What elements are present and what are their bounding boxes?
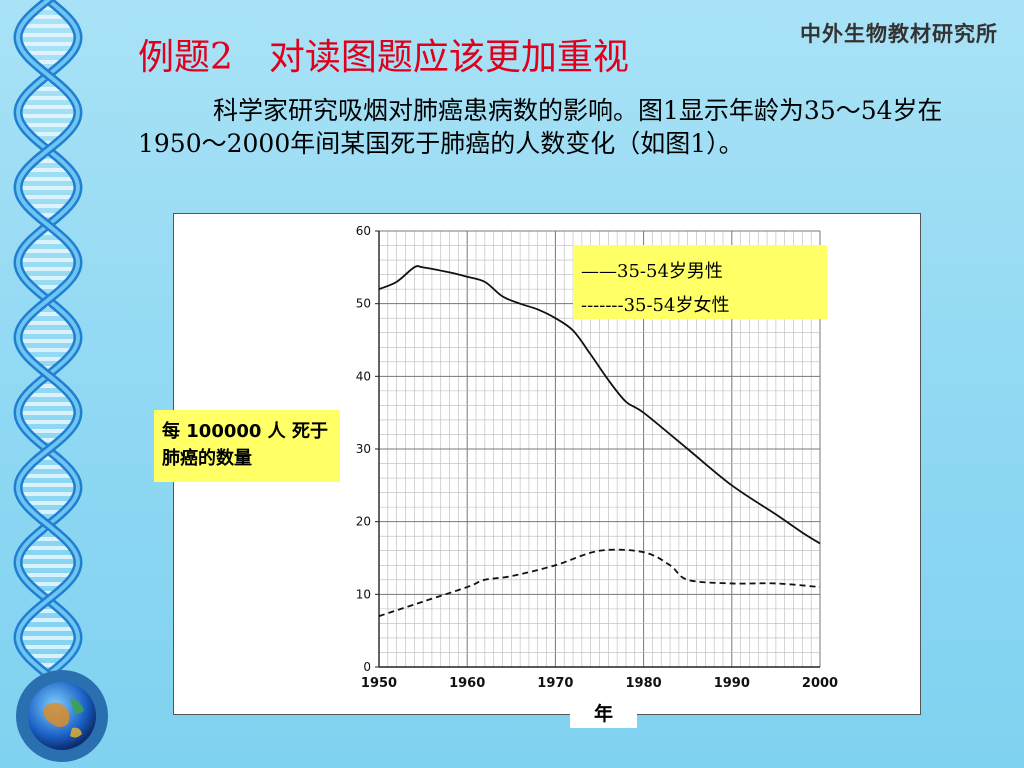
legend: ——35-54岁男性 -------35-54岁女性: [573, 245, 827, 319]
x-tick-label: 1980: [626, 676, 662, 691]
globe-logo-icon: [16, 670, 108, 762]
series-line-male: [378, 265, 821, 545]
y-tick-label: 30: [356, 442, 371, 456]
y-tick-label: 0: [363, 660, 371, 674]
y-tick-label: 20: [356, 515, 371, 529]
legend-item-male: ——35-54岁男性: [581, 261, 723, 282]
x-axis-label: 年: [570, 701, 637, 728]
legend-item-female: -------35-54岁女性: [581, 295, 730, 316]
x-tick-label: 1970: [537, 676, 573, 691]
series-line-female: [378, 548, 821, 617]
x-tick-label: 2000: [802, 676, 838, 691]
y-axis-label: 每 100000 人 死于肺癌的数量: [154, 410, 340, 482]
intro-paragraph: 科学家研究吸烟对肺癌患病数的影响。图1显示年龄为35～54岁在1950～2000…: [138, 96, 943, 158]
helix-strand-highlight: [15, 0, 81, 680]
y-tick-label: 40: [356, 369, 371, 383]
y-tick-label: 60: [356, 224, 371, 238]
y-tick-label: 50: [356, 297, 371, 311]
x-tick-label: 1990: [714, 676, 750, 691]
line-chart: 0 10 20 30 40 50 60 1950 1960 1970 1980 1990 2000: [356, 224, 838, 691]
brand-name: 中外生物教材研究所: [800, 22, 998, 46]
x-tick-label: 1960: [449, 676, 485, 691]
x-tick-label: 1950: [361, 676, 397, 691]
dna-helix-decoration: [13, 0, 83, 683]
helix-strand-highlight: [15, 0, 81, 680]
slide-title: 例题2 对读图题应该更加重视: [138, 37, 629, 78]
y-tick-label: 10: [356, 587, 371, 601]
